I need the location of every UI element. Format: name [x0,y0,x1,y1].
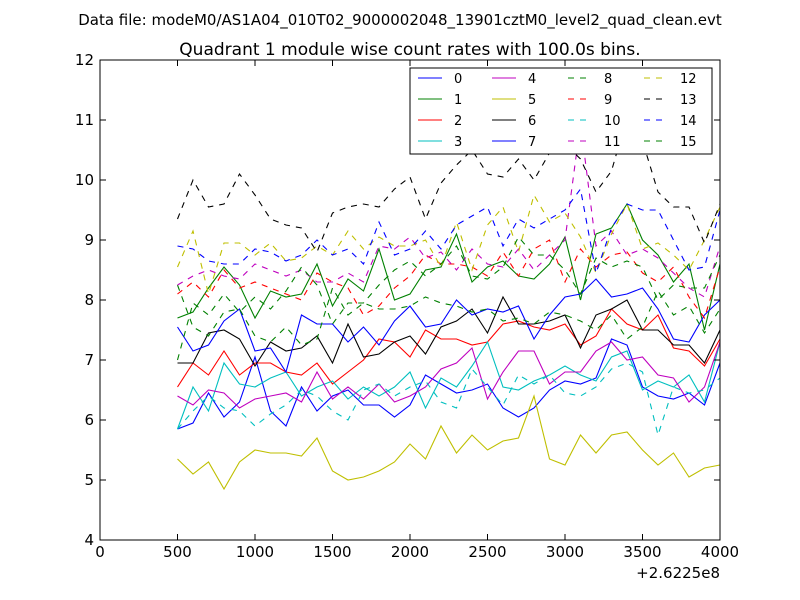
legend-label-3: 3 [454,135,462,150]
y-tick-label: 10 [75,171,94,189]
chart-suptitle: Data file: modeM0/AS1A04_010T02_90000020… [78,11,722,30]
x-tick-label: 1000 [236,543,274,561]
legend-label-2: 2 [454,114,462,129]
series-line-7 [177,278,721,374]
series-line-14 [177,187,721,276]
plot-frame [99,59,721,541]
legend-label-11: 11 [604,135,621,150]
legend-label-4: 4 [528,72,536,87]
plot-area [176,115,721,491]
x-tick-label: 2500 [468,543,506,561]
y-tick-label: 11 [75,111,94,129]
y-tick-label: 4 [84,531,94,549]
legend-label-8: 8 [604,72,612,87]
legend-frame [409,67,713,155]
legend-label-13: 13 [680,93,697,108]
y-tick-label: 8 [84,291,94,309]
series-line-8 [176,284,721,346]
legend-label-10: 10 [604,114,621,129]
series-line-13 [176,115,721,254]
x-tick-label: 1500 [313,543,351,561]
legend-label-0: 0 [454,72,462,87]
x-tick-label: 2000 [391,543,429,561]
legend-label-14: 14 [680,114,697,129]
x-offset-label: +2.6225e8 [636,564,720,582]
series-line-6 [177,295,721,368]
legend-label-9: 9 [604,93,612,108]
x-tick-label: 3500 [623,543,661,561]
chart-title: Quadrant 1 module wise count rates with … [179,40,640,60]
legend-label-7: 7 [528,135,536,150]
y-tick-label: 7 [84,351,94,369]
y-tick-label: 6 [84,411,94,429]
legend-label-15: 15 [680,135,697,150]
axis-ticks: 0 500 1000 1500 2000 2500 3000 3500 400045678910… [75,51,739,561]
x-tick-label: 500 [163,543,192,561]
legend-label-6: 6 [528,114,536,129]
series-line-2 [177,308,721,388]
legend-label-5: 5 [528,93,536,108]
series-line-9 [177,239,721,320]
series-line-12 [176,193,721,297]
y-tick-label: 5 [84,471,94,489]
series-line-3 [176,340,721,430]
series-line-4 [177,341,721,409]
legend-label-1: 1 [454,93,462,108]
y-tick-label: 12 [75,51,94,69]
series-line-15 [176,236,721,361]
y-tick-label: 9 [84,231,94,249]
series-line-5 [177,394,721,491]
legend-label-12: 12 [680,72,697,87]
series-line-10 [177,362,721,438]
x-tick-label: 0 [95,543,105,561]
x-tick-label: 3000 [546,543,584,561]
series-line-0 [177,338,721,430]
series-line-11 [177,122,721,298]
x-tick-label: 4000 [701,543,739,561]
